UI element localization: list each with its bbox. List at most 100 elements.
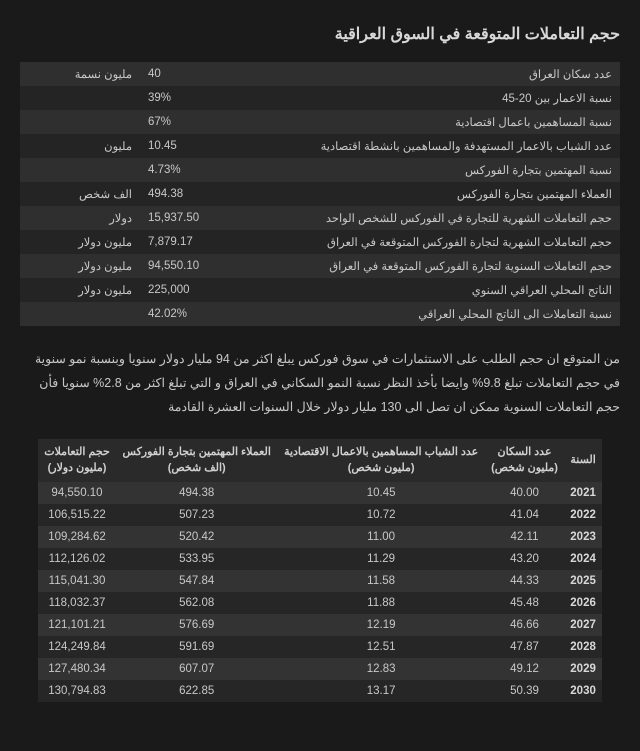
cell-year: 2027 [564,614,602,636]
cell-year: 2026 [564,592,602,614]
cell-youth: 11.29 [277,548,484,570]
cell-youth: 13.17 [277,680,484,702]
stats-unit [20,86,140,110]
cell-clients: 507.23 [116,504,277,526]
col-year: السنة [564,439,602,482]
stats-value: 40 [140,62,296,86]
projection-row: 202342.1111.00520.42109,284.62 [38,526,602,548]
cell-population: 50.39 [485,680,564,702]
cell-volume: 94,550.10 [38,482,116,504]
stats-unit: الف شخص [20,182,140,206]
stats-value: 4.73% [140,158,296,182]
stats-unit: مليون دولار [20,254,140,278]
stats-unit [20,158,140,182]
stats-row: عدد الشباب بالاعمار المستهدفة والمساهمين… [20,134,620,158]
cell-year: 2028 [564,636,602,658]
stats-row: العملاء المهتمين بتجارة الفوركس494.38الف… [20,182,620,206]
stats-value: 67% [140,110,296,134]
stats-row: نسبة التعاملات الى الناتج المحلي العراقي… [20,302,620,326]
cell-youth: 11.00 [277,526,484,548]
stats-row: حجم التعاملات الشهرية للتجارة في الفوركس… [20,206,620,230]
cell-youth: 10.45 [277,482,484,504]
cell-population: 43.20 [485,548,564,570]
cell-volume: 112,126.02 [38,548,116,570]
projection-row: 202443.2011.29533.95112,126.02 [38,548,602,570]
cell-year: 2030 [564,680,602,702]
stats-label: عدد الشباب بالاعمار المستهدفة والمساهمين… [296,134,620,158]
cell-youth: 12.83 [277,658,484,680]
stats-value: 10.45 [140,134,296,158]
cell-population: 49.12 [485,658,564,680]
projection-row: 202847.8712.51591.69124,249.84 [38,636,602,658]
cell-population: 46.66 [485,614,564,636]
stats-row: عدد سكان العراق40مليون نسمة [20,62,620,86]
cell-volume: 127,480.34 [38,658,116,680]
cell-year: 2023 [564,526,602,548]
stats-value: 494.38 [140,182,296,206]
stats-label: نسبة المهتمين بتجارة الفوركس [296,158,620,182]
stats-unit: مليون دولار [20,278,140,302]
stats-row: نسبة المهتمين بتجارة الفوركس4.73% [20,158,620,182]
cell-year: 2021 [564,482,602,504]
projection-row: 202949.1212.83607.07127,480.34 [38,658,602,680]
cell-year: 2025 [564,570,602,592]
cell-volume: 121,101.21 [38,614,116,636]
cell-population: 44.33 [485,570,564,592]
stats-value: 42.02% [140,302,296,326]
cell-year: 2022 [564,504,602,526]
stats-row: نسبة الاعمار بين 20-4539% [20,86,620,110]
stats-value: 225,000 [140,278,296,302]
cell-clients: 576.69 [116,614,277,636]
stats-unit: مليون نسمة [20,62,140,86]
projection-table: السنة عدد السكان (مليون شخص) عدد الشباب … [38,439,602,702]
cell-youth: 12.51 [277,636,484,658]
cell-clients: 591.69 [116,636,277,658]
stats-unit [20,110,140,134]
cell-population: 42.11 [485,526,564,548]
stats-row: حجم التعاملات السنوية لتجارة الفوركس الم… [20,254,620,278]
stats-value: 15,937.50 [140,206,296,230]
projection-row: 202645.4811.88562.08118,032.37 [38,592,602,614]
cell-clients: 547.84 [116,570,277,592]
cell-clients: 520.42 [116,526,277,548]
stats-row: الناتج المحلي العراقي السنوي225,000مليون… [20,278,620,302]
cell-volume: 109,284.62 [38,526,116,548]
stats-value: 94,550.10 [140,254,296,278]
forecast-paragraph: من المتوقع ان حجم الطلب على الاستثمارات … [20,348,620,419]
stats-label: نسبة التعاملات الى الناتج المحلي العراقي [296,302,620,326]
stats-value: 39% [140,86,296,110]
col-population: عدد السكان (مليون شخص) [485,439,564,482]
cell-year: 2024 [564,548,602,570]
cell-clients: 494.38 [116,482,277,504]
stats-unit: مليون [20,134,140,158]
cell-population: 45.48 [485,592,564,614]
cell-volume: 124,249.84 [38,636,116,658]
cell-volume: 118,032.37 [38,592,116,614]
col-clients: العملاء المهتمين بتجارة الفوركس (الف شخص… [116,439,277,482]
projection-row: 202746.6612.19576.69121,101.21 [38,614,602,636]
stats-value: 7,879.17 [140,230,296,254]
stats-row: حجم التعاملات الشهرية لتجارة الفوركس الم… [20,230,620,254]
projection-row: 203050.3913.17622.85130,794.83 [38,680,602,702]
cell-volume: 106,515.22 [38,504,116,526]
stats-label: حجم التعاملات الشهرية لتجارة الفوركس الم… [296,230,620,254]
stats-label: عدد سكان العراق [296,62,620,86]
cell-youth: 11.58 [277,570,484,592]
stats-row: نسبة المساهمين باعمال اقتصادية67% [20,110,620,134]
cell-volume: 130,794.83 [38,680,116,702]
cell-clients: 562.08 [116,592,277,614]
stats-label: العملاء المهتمين بتجارة الفوركس [296,182,620,206]
cell-clients: 622.85 [116,680,277,702]
projection-row: 202544.3311.58547.84115,041.30 [38,570,602,592]
col-volume: حجم التعاملات (مليون دولار) [38,439,116,482]
projection-row: 202241.0410.72507.23106,515.22 [38,504,602,526]
projection-row: 202140.0010.45494.3894,550.10 [38,482,602,504]
cell-population: 47.87 [485,636,564,658]
page-title: حجم التعاملات المتوقعة في السوق العراقية [20,24,620,44]
cell-clients: 607.07 [116,658,277,680]
cell-volume: 115,041.30 [38,570,116,592]
stats-label: نسبة الاعمار بين 20-45 [296,86,620,110]
stats-unit [20,302,140,326]
stats-unit: دولار [20,206,140,230]
cell-population: 41.04 [485,504,564,526]
